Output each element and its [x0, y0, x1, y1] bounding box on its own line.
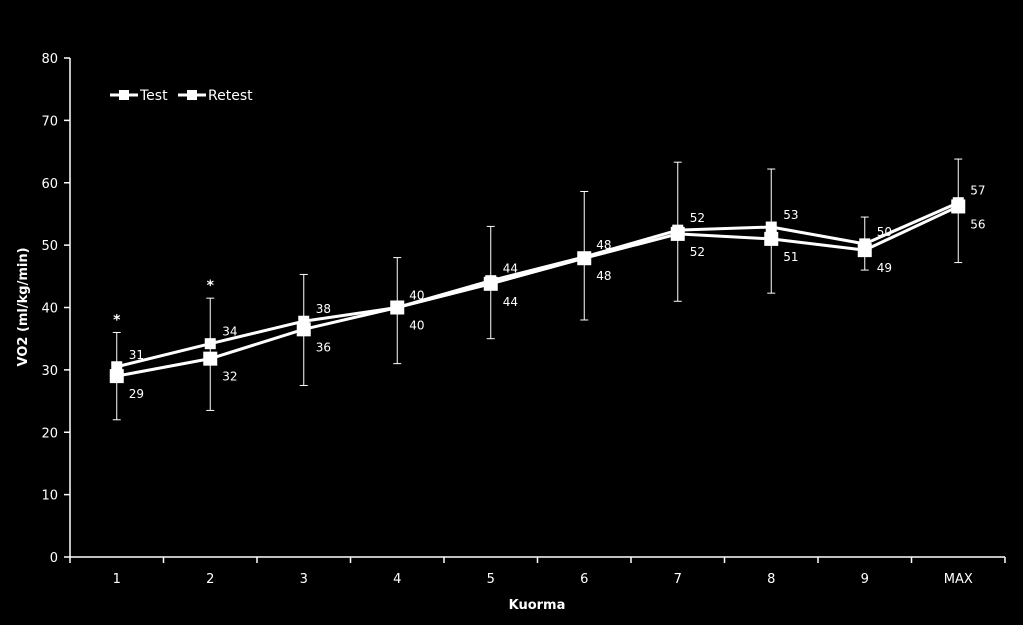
marker-retest: [951, 199, 966, 214]
data-label-retest: 49: [877, 261, 892, 275]
data-label-retest: 51: [783, 250, 798, 264]
series-line-test: [116, 201, 959, 369]
x-axis-title: Kuorma: [509, 598, 566, 613]
x-tick-label: 8: [767, 572, 775, 587]
marker-test: [204, 338, 216, 350]
series-line-retest: [116, 205, 959, 378]
marker-test: [765, 221, 777, 233]
data-label-test: 57: [970, 184, 985, 198]
data-label-retest: 29: [129, 387, 144, 401]
data-label-retest: 48: [596, 269, 611, 283]
marker-retest: [764, 231, 779, 246]
marker-retest: [670, 226, 685, 241]
y-tick-label: 20: [41, 426, 58, 441]
y-tick-label: 10: [41, 489, 58, 504]
marker-retest: [203, 351, 218, 366]
x-tick-label: 6: [580, 572, 588, 587]
legend: Test Retest: [110, 88, 253, 104]
series-markers: [109, 197, 966, 384]
data-label-test: 44: [503, 262, 518, 276]
y-tick-label: 60: [41, 177, 58, 192]
marker-retest: [296, 322, 311, 337]
series-lines: [116, 201, 959, 378]
legend-marker: [187, 90, 197, 100]
y-tick-label: 40: [41, 302, 58, 317]
marker-retest: [390, 300, 405, 315]
x-tick-label: 4: [393, 572, 401, 587]
x-tick-label: 7: [674, 572, 682, 587]
data-label-test: 48: [596, 238, 611, 252]
data-label-test: 34: [222, 325, 237, 339]
significance-star: *: [207, 278, 215, 294]
data-label-retest: 36: [316, 340, 331, 354]
y-tick-label: 70: [41, 114, 58, 129]
data-label-retest: 44: [503, 295, 518, 309]
legend-label-test: Test: [139, 88, 168, 104]
x-tick-label: 3: [300, 572, 308, 587]
x-tick-label: 5: [487, 572, 495, 587]
data-label-retest: 56: [970, 217, 985, 231]
significance-star: *: [113, 312, 121, 328]
legend-label-retest: Retest: [208, 88, 253, 104]
y-tick-label: 30: [41, 364, 58, 379]
y-tick-label: 50: [41, 239, 58, 254]
marker-retest: [577, 251, 592, 266]
error-bars: [112, 158, 963, 421]
data-label-test: 53: [783, 208, 798, 222]
data-label-test: 31: [129, 348, 144, 362]
y-tick-label: 0: [50, 551, 58, 566]
x-tick-label: 2: [206, 572, 214, 587]
data-label-retest: 52: [690, 245, 705, 259]
y-axis-title: VO2 (ml/kg/min): [16, 247, 31, 366]
data-label-test: 50: [877, 225, 892, 239]
marker-retest: [483, 276, 498, 291]
x-tick-label: 9: [861, 572, 869, 587]
x-tick-label: 1: [113, 572, 121, 587]
marker-retest: [857, 243, 872, 258]
data-label-test: 40: [409, 289, 424, 303]
data-labels: 31 29 34 32 38 36 40 40 44 44 48 48 52 52 53 51 50 49 57 56…: [113, 184, 985, 401]
marker-test: [298, 315, 310, 327]
data-label-retest: 32: [222, 370, 237, 384]
marker-retest: [109, 369, 124, 384]
legend-marker: [119, 90, 129, 100]
y-tick-label: 80: [41, 52, 58, 67]
data-label-retest: 40: [409, 319, 424, 333]
data-label-test: 38: [316, 302, 331, 316]
x-tick-label: MAX: [944, 572, 973, 587]
marker-test: [111, 361, 123, 373]
data-label-test: 52: [690, 211, 705, 225]
